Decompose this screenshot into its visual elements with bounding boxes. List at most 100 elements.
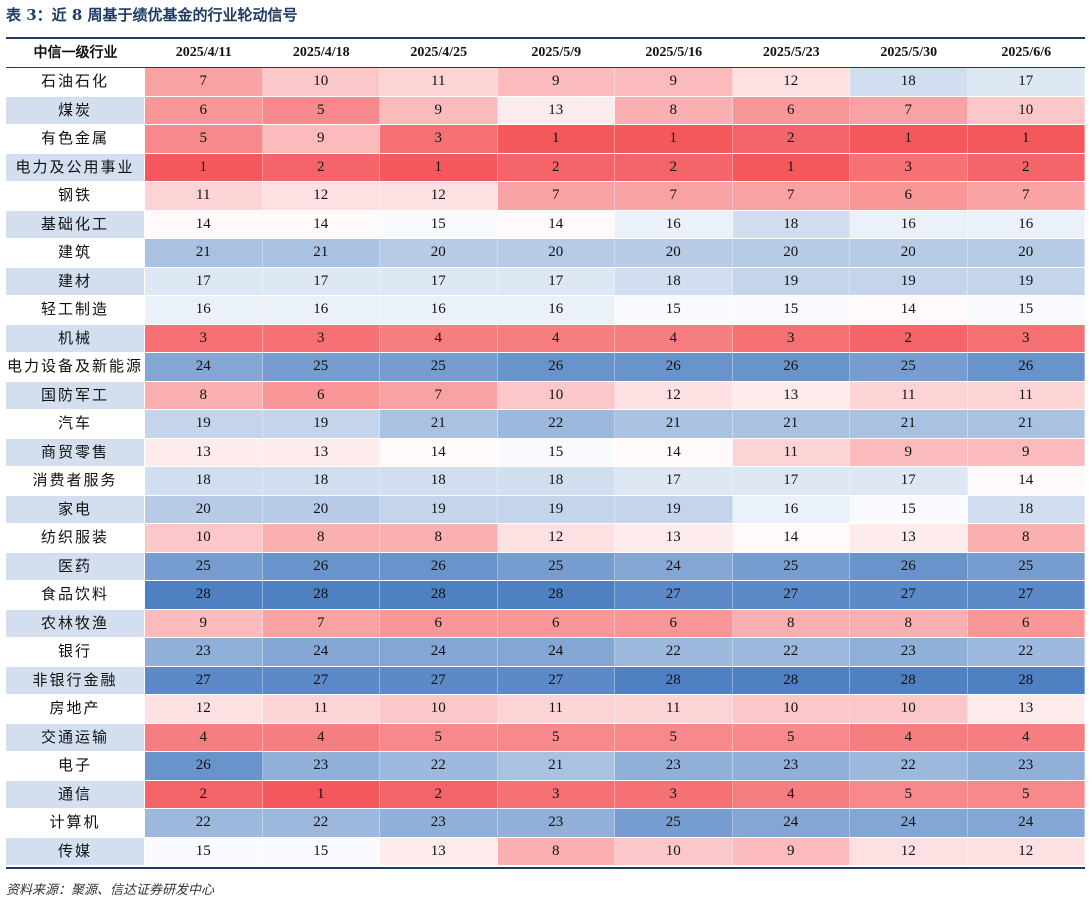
column-header-3: 2025/4/25 [410,45,468,60]
heat-cell: 26 [497,353,615,381]
heat-cell: 10 [732,695,850,723]
heat-cell: 7 [380,381,498,410]
heat-cell: 7 [615,182,733,210]
table-row: 建材 17 17 17 17 18 19 19 19 [6,267,1085,297]
heat-cell: 25 [145,552,263,581]
heat-cell: 26 [850,552,968,581]
column-header-6: 2025/5/23 [762,45,820,60]
heat-cell: 16 [615,210,733,239]
heat-cell: 25 [497,552,615,581]
industry-name: 商贸零售 [6,438,145,467]
heat-cell: 7 [262,609,380,638]
heat-cell: 16 [967,210,1085,239]
heat-cell: 4 [262,723,380,752]
heat-cell: 25 [262,353,380,381]
heat-cell: 10 [380,695,498,723]
heat-cell: 22 [732,638,850,666]
heat-cell: 19 [145,410,263,438]
heat-cell: 6 [732,96,850,125]
column-header-5: 2025/5/16 [645,45,703,60]
heat-cell: 3 [497,780,615,809]
table-row: 电力及公用事业 1 2 1 2 2 1 3 2 [6,153,1085,183]
heat-cell: 5 [967,780,1085,809]
heat-cell: 8 [497,837,615,866]
header-row-label: 中信一级行业 [33,45,118,61]
heat-cell: 8 [380,524,498,552]
heat-cell: 20 [497,239,615,267]
heat-cell: 18 [145,467,263,495]
heat-cell: 2 [615,153,733,182]
heat-cell: 23 [497,809,615,837]
column-header-7: 2025/5/30 [880,45,938,60]
heat-cell: 10 [967,96,1085,125]
heat-cell: 15 [615,296,733,324]
heat-cell: 6 [380,609,498,638]
column-header-8: 2025/6/6 [1001,45,1052,60]
heat-cell: 3 [850,153,968,182]
heat-cell: 12 [497,524,615,552]
heat-cell: 1 [497,125,615,153]
heat-cell: 2 [732,125,850,153]
column-header-4: 2025/5/9 [531,45,582,60]
heat-cell: 25 [967,552,1085,581]
heat-cell: 14 [380,438,498,467]
industry-name: 汽车 [6,410,145,438]
heat-cell: 6 [262,381,380,410]
heat-cell: 7 [732,182,850,210]
column-header-1: 2025/4/11 [175,45,232,60]
table-row: 消费者服务 18 18 18 18 17 17 17 14 [6,467,1085,496]
heat-cell: 10 [145,524,263,552]
heat-cell: 4 [497,324,615,353]
heat-cell: 8 [967,524,1085,552]
heat-cell: 8 [615,96,733,125]
table-row: 电力设备及新能源 24 25 25 26 26 26 25 26 [6,353,1085,382]
heat-cell: 21 [615,410,733,438]
heat-cell: 6 [497,609,615,638]
heat-cell: 16 [850,210,968,239]
table-row: 轻工制造 16 16 16 16 15 15 14 15 [6,296,1085,325]
heat-cell: 6 [145,96,263,125]
heat-cell: 23 [732,752,850,780]
heat-cell: 27 [615,581,733,609]
heat-cell: 11 [850,381,968,410]
table-row: 建筑 21 21 20 20 20 20 20 20 [6,239,1085,268]
table-row: 石油石化 7 10 11 9 9 12 18 17 [6,68,1085,97]
heat-cell: 2 [850,324,968,353]
heat-cell: 8 [145,381,263,410]
heat-cell: 3 [732,324,850,353]
industry-name: 建材 [6,267,145,296]
heat-cell: 3 [615,780,733,809]
table-row: 商贸零售 13 13 14 15 14 11 9 9 [6,438,1085,468]
heat-cell: 6 [615,609,733,638]
heat-cell: 16 [732,495,850,524]
heat-cell: 9 [732,837,850,866]
heat-cell: 18 [967,495,1085,524]
industry-name: 电力设备及新能源 [6,353,145,381]
heat-cell: 16 [262,296,380,324]
table-row: 电子 26 23 22 21 23 23 22 23 [6,752,1085,781]
industry-name: 银行 [6,638,145,666]
industry-name: 医药 [6,552,145,581]
heat-cell: 18 [850,68,968,96]
heat-cell: 18 [380,467,498,495]
heat-cell: 21 [850,410,968,438]
industry-name: 农林牧渔 [6,609,145,638]
heat-cell: 5 [615,723,733,752]
heat-cell: 20 [145,495,263,524]
industry-name: 通信 [6,780,145,809]
heat-cell: 21 [732,410,850,438]
industry-name: 食品饮料 [6,581,145,609]
heat-cell: 23 [615,752,733,780]
heat-cell: 25 [732,552,850,581]
heat-cell: 27 [380,666,498,695]
industry-name: 房地产 [6,695,145,723]
heat-cell: 19 [850,267,968,296]
heat-cell: 4 [145,723,263,752]
heat-cell: 1 [380,153,498,182]
industry-name: 交通运输 [6,723,145,752]
heat-cell: 26 [380,552,498,581]
industry-name: 电力及公用事业 [6,153,145,182]
heat-cell: 9 [615,68,733,96]
heat-cell: 23 [967,752,1085,780]
heat-cell: 3 [380,125,498,153]
